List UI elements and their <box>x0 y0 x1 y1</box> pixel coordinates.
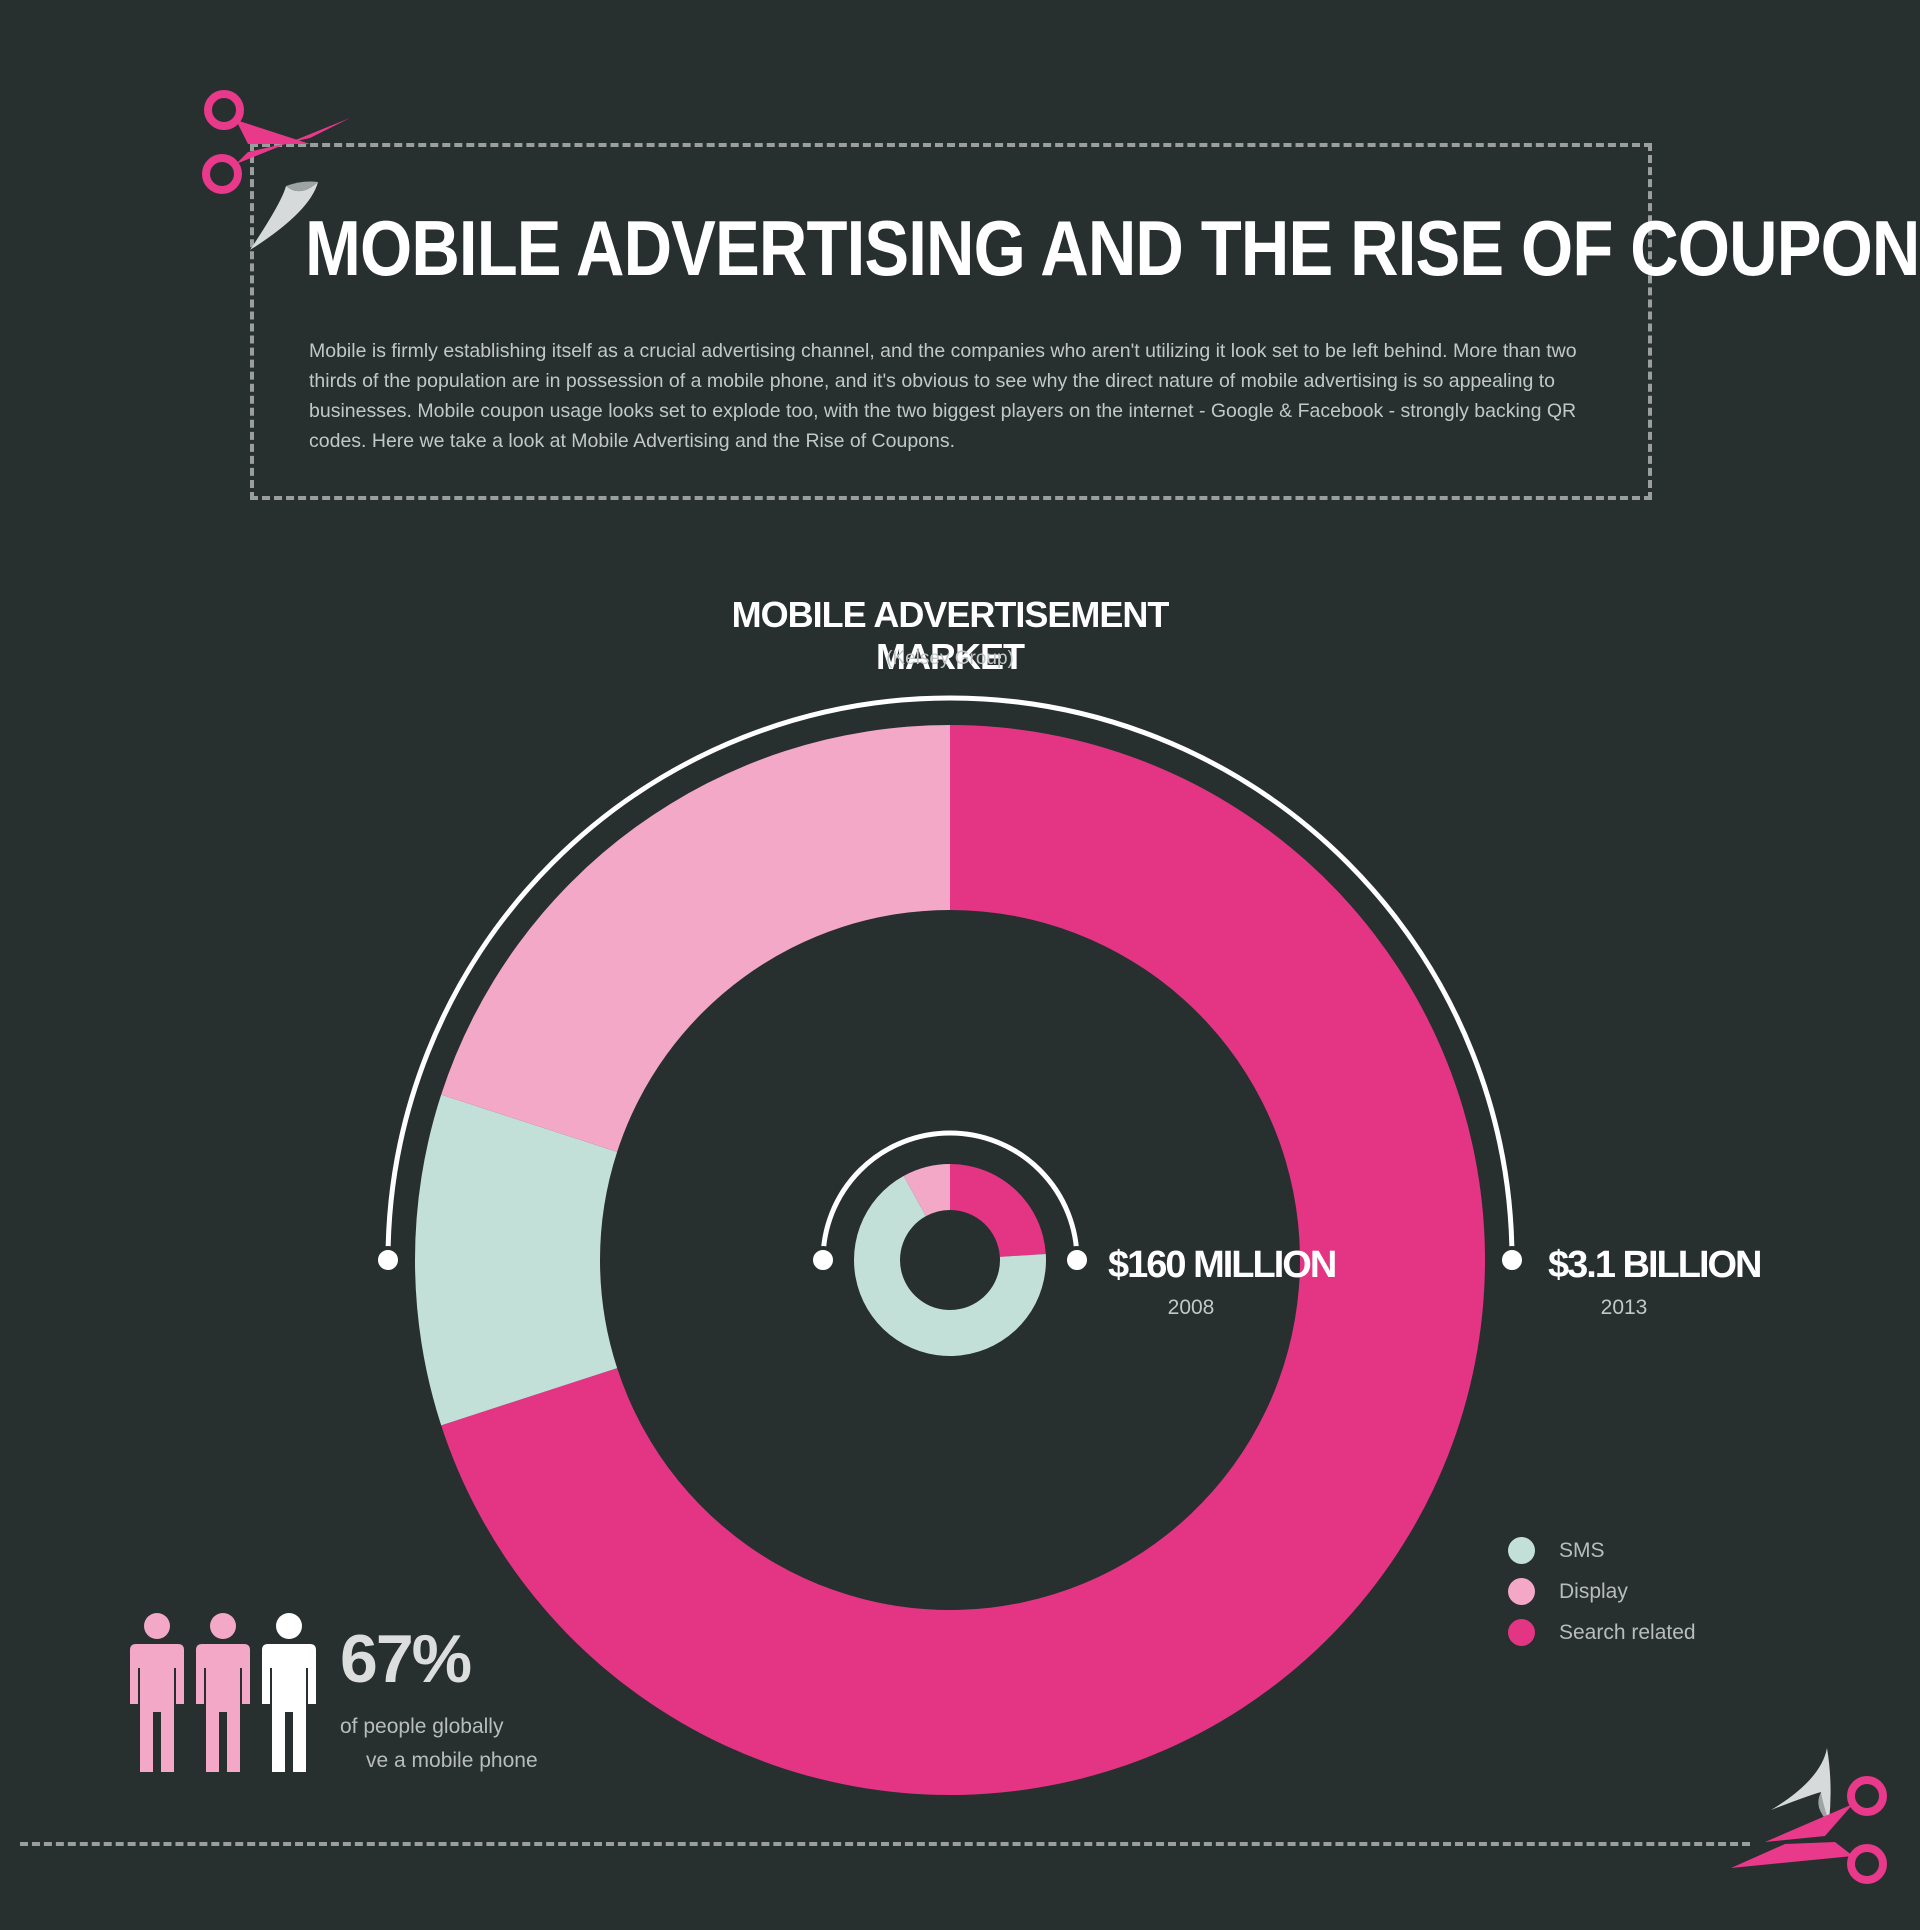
chart-subtitle: (Kelsey Group) <box>886 648 1014 669</box>
chart-title: MOBILE ADVERTISEMENT MARKET <box>731 594 1170 677</box>
stat-value: 67% <box>340 1621 472 1697</box>
legend-swatch <box>1508 1537 1535 1564</box>
stat-caption: of people globally ve a mobile phone <box>340 1710 580 1778</box>
legend-label: Search related <box>1559 1620 1696 1644</box>
legend-item-display: Display <box>1508 1571 1696 1612</box>
cut-line <box>20 1842 1750 1846</box>
legend-label: SMS <box>1559 1538 1605 1562</box>
stat-caption-line2: ve a mobile phone <box>366 1749 538 1772</box>
person-icon <box>262 1613 316 1772</box>
scissors-icon <box>1731 1748 1887 1884</box>
year-label-2013: 2013 <box>1600 1296 1648 1319</box>
legend-item-search: Search related <box>1508 1612 1696 1653</box>
ring-2013-slice-search-related <box>441 725 1485 1796</box>
ring-2008-slice-search-related <box>950 1164 1046 1257</box>
people-icon-group <box>130 1613 316 1772</box>
legend-swatch <box>1508 1578 1535 1605</box>
legend-item-sms: SMS <box>1508 1530 1696 1571</box>
ring-2008-arc-endpoint <box>1063 1246 1091 1274</box>
ring-2008-arc-endpoint <box>809 1246 837 1274</box>
ring-2013-slice-display <box>441 725 950 1152</box>
scissors-icon <box>202 90 350 250</box>
legend-swatch <box>1508 1619 1535 1646</box>
person-icon <box>130 1613 184 1772</box>
ring-2013-arc <box>385 695 1515 1261</box>
year-label-2008: 2008 <box>1167 1296 1215 1319</box>
ring-2013-arc-endpoint <box>374 1246 402 1274</box>
ring-2013-slice-sms <box>414 1094 618 1426</box>
ring-2008-arc <box>820 1130 1080 1261</box>
intro-frame <box>250 143 1652 500</box>
person-icon <box>196 1613 250 1772</box>
chart-legend: SMS Display Search related <box>1508 1530 1696 1653</box>
ring-2013-arc-endpoint <box>1498 1246 1526 1274</box>
ring-2008-slice-sms <box>853 1175 1046 1356</box>
legend-label: Display <box>1559 1579 1628 1603</box>
value-label-2008: $160 MILLION <box>1108 1244 1337 1286</box>
stat-caption-line1: of people globally <box>340 1715 504 1738</box>
value-label-2013: $3.1 BILLION <box>1548 1244 1762 1286</box>
ring-2008-slice-display <box>903 1164 950 1217</box>
intro-paragraph: Mobile is firmly establishing itself as … <box>309 340 1577 452</box>
